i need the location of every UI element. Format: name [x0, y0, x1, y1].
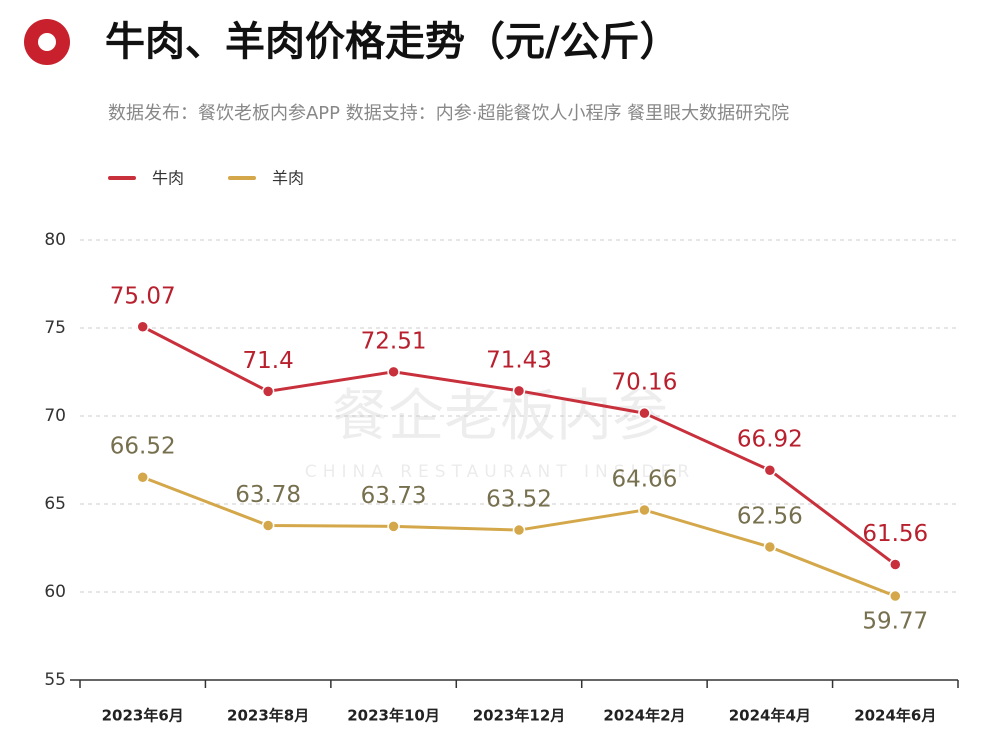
x-tick-label: 2023年10月: [347, 707, 440, 725]
data-point: [763, 540, 777, 554]
data-point: [387, 520, 400, 533]
data-point: [889, 558, 902, 571]
data-label: 63.73: [361, 483, 427, 509]
data-point: [387, 365, 400, 379]
data-point: [261, 519, 275, 532]
data-label: 71.4: [243, 348, 294, 374]
data-label: 72.51: [361, 328, 427, 354]
data-label: 63.78: [235, 482, 301, 508]
y-tick-label: 65: [44, 494, 66, 514]
x-tick-label: 2024年2月: [603, 707, 685, 725]
data-label: 64.66: [611, 466, 677, 492]
watermark: 餐企老板内参: [332, 384, 668, 449]
x-tick-label: 2024年6月: [854, 707, 936, 725]
data-point: [512, 523, 526, 537]
data-label: 75.07: [110, 283, 176, 309]
data-point: [136, 470, 149, 484]
x-tick-label: 2023年8月: [227, 707, 309, 725]
legend-label: 牛肉: [152, 169, 184, 188]
chart-subtitle: 数据发布：餐饮老板内参APP 数据支持：内参·超能餐饮人小程序 餐里眼大数据研究…: [108, 103, 789, 124]
title-icon-hole: [38, 33, 56, 51]
data-label: 70.16: [611, 370, 677, 396]
legend-label: 羊肉: [272, 169, 304, 188]
x-tick-label: 2024年4月: [729, 707, 811, 725]
watermark-subtitle: CHINA RESTAURANT INSIDER: [305, 462, 695, 482]
y-tick-label: 55: [44, 670, 66, 690]
data-label: 62.56: [737, 503, 803, 529]
y-tick-label: 60: [44, 582, 66, 602]
data-label: 66.92: [737, 427, 803, 453]
x-tick-label: 2023年6月: [102, 707, 184, 725]
x-tick-label: 2023年12月: [473, 707, 566, 725]
data-point: [136, 320, 149, 334]
data-point: [638, 503, 651, 517]
data-point: [512, 384, 526, 398]
chart-title: 牛肉、羊肉价格走势（元/公斤）: [105, 19, 680, 65]
y-tick-label: 80: [44, 230, 66, 250]
data-label: 71.43: [486, 347, 552, 373]
data-label: 66.52: [110, 434, 176, 460]
data-point: [638, 406, 651, 420]
data-label: 63.52: [486, 487, 552, 513]
data-point: [763, 463, 777, 477]
y-tick-label: 75: [44, 318, 66, 338]
data-label: 59.77: [862, 609, 928, 635]
data-point: [889, 589, 902, 603]
data-label: 61.56: [862, 521, 928, 547]
y-tick-label: 70: [44, 406, 66, 426]
data-point: [261, 385, 275, 398]
